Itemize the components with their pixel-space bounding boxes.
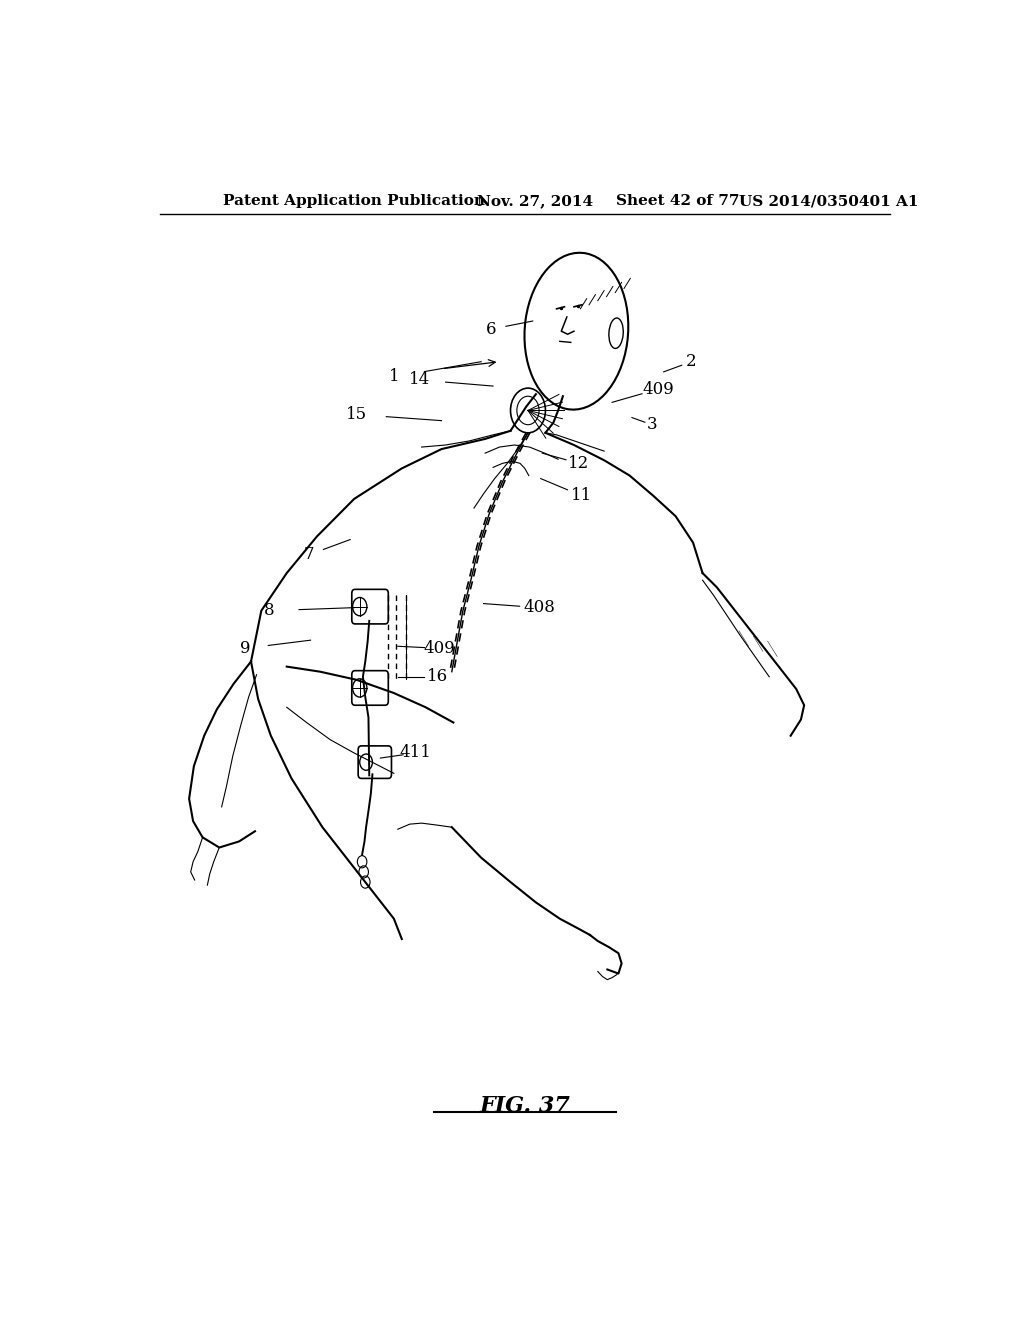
Text: 411: 411 [399, 744, 431, 762]
Text: Patent Application Publication: Patent Application Publication [223, 194, 485, 209]
Text: 2: 2 [686, 354, 696, 370]
Text: Sheet 42 of 77: Sheet 42 of 77 [616, 194, 739, 209]
Text: 6: 6 [486, 321, 497, 338]
Text: 409: 409 [423, 640, 455, 657]
Text: 3: 3 [646, 416, 657, 433]
Text: 8: 8 [264, 602, 274, 619]
Text: 16: 16 [427, 668, 449, 685]
Text: 7: 7 [304, 546, 314, 564]
Text: 9: 9 [241, 640, 251, 657]
Text: 14: 14 [410, 371, 431, 388]
Text: Nov. 27, 2014: Nov. 27, 2014 [477, 194, 593, 209]
Text: 11: 11 [571, 487, 593, 504]
Text: FIG. 37: FIG. 37 [479, 1094, 570, 1117]
Text: 409: 409 [642, 380, 674, 397]
Text: 15: 15 [346, 407, 368, 422]
Text: 12: 12 [568, 455, 590, 471]
Text: 408: 408 [523, 599, 555, 616]
Text: US 2014/0350401 A1: US 2014/0350401 A1 [739, 194, 919, 209]
Text: 1: 1 [388, 368, 399, 385]
